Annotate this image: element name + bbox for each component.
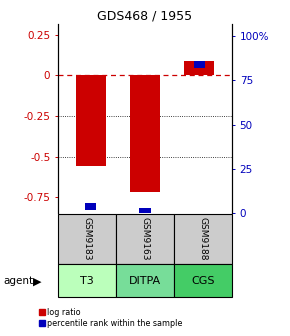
Bar (58, 264, 116, 297)
Text: T3: T3 (80, 276, 94, 286)
Legend: log ratio, percentile rank within the sample: log ratio, percentile rank within the sa… (39, 308, 182, 328)
Text: ▶: ▶ (33, 276, 42, 286)
Text: CGS: CGS (191, 276, 215, 286)
Bar (174, 214, 232, 264)
Title: GDS468 / 1955: GDS468 / 1955 (97, 9, 193, 23)
Bar (184, 61, 214, 76)
Bar (116, 214, 174, 264)
Bar (76, 76, 106, 166)
Text: DITPA: DITPA (129, 276, 161, 286)
Text: agent: agent (3, 276, 33, 286)
Bar (85, 203, 96, 210)
Bar (139, 208, 151, 215)
Bar (58, 214, 116, 264)
Bar (194, 61, 205, 68)
Text: GSM9183: GSM9183 (82, 217, 92, 261)
Bar (116, 264, 174, 297)
Text: GSM9188: GSM9188 (198, 217, 208, 261)
Text: GSM9163: GSM9163 (140, 217, 150, 261)
Bar (130, 76, 160, 192)
Bar (174, 264, 232, 297)
